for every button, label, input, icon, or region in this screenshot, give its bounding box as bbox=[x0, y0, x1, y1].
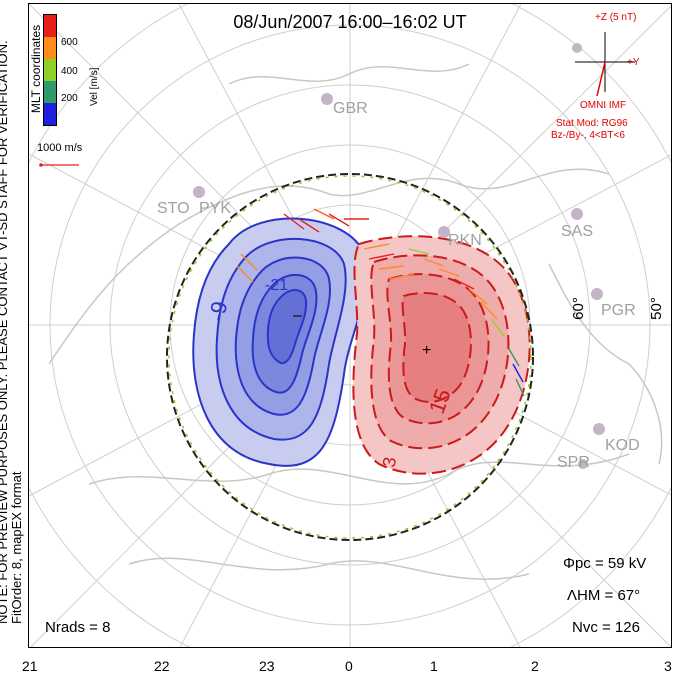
mlt-tick-1: 1 bbox=[430, 658, 438, 674]
potential-max-marker: + bbox=[422, 342, 431, 359]
vector-scale-label: 1000 m/s bbox=[37, 142, 83, 154]
radar-site-markers bbox=[193, 43, 605, 469]
velocity-colorbar bbox=[43, 14, 57, 126]
latitude-label-60: 60° bbox=[569, 297, 587, 320]
stat-phi-pc: Φpc = 59 kV bbox=[563, 555, 647, 572]
map-panel: -21 -9 – 15 3 + bbox=[28, 3, 672, 648]
mlt-tick-2: 2 bbox=[531, 658, 539, 674]
latitude-label-50: 50° bbox=[647, 297, 665, 320]
mlt-tick-22: 22 bbox=[154, 658, 170, 674]
site-kod: KOD bbox=[605, 437, 640, 454]
imf-vector bbox=[596, 61, 606, 97]
negative-cell: -21 -9 – bbox=[192, 217, 368, 467]
mlt-tick-21: 21 bbox=[22, 658, 38, 674]
coastlines bbox=[48, 63, 663, 580]
positive-cell: 15 3 + bbox=[352, 235, 531, 475]
stat-lambda-hm: ΛHM = 67° bbox=[567, 587, 641, 604]
imf-z-label: +Z (5 nT) bbox=[595, 12, 637, 23]
site-spr: SPR bbox=[557, 454, 590, 471]
preview-note-line2: FitOrder: 8, mapEX format bbox=[9, 471, 24, 624]
heppner-maynard-boundary bbox=[166, 173, 534, 541]
contour-label-pos-3: 3 bbox=[379, 455, 400, 468]
imf-source: OMNI IMF bbox=[580, 100, 627, 111]
site-pgr: PGR bbox=[601, 302, 636, 319]
potential-min-marker: – bbox=[293, 307, 302, 324]
colorbar-tick-400: 400 bbox=[61, 66, 78, 77]
site-sas: SAS bbox=[561, 223, 594, 240]
mlt-tick-23: 23 bbox=[259, 658, 275, 674]
colorbar-tick-600: 600 bbox=[61, 37, 78, 48]
site-rkn: RKN bbox=[448, 232, 482, 249]
site-sto: STO bbox=[157, 200, 190, 217]
contour-label-neg-9: -9 bbox=[204, 299, 232, 323]
imf-model-line2: Bz-/By-, 4<BT<6 bbox=[551, 130, 625, 141]
imf-model-line1: Stat Mod: RG96 bbox=[556, 118, 628, 129]
stat-n-rads: Nrads = 8 bbox=[45, 619, 111, 636]
coordinates-label: MLT coordinates bbox=[29, 24, 43, 114]
imf-y-label: +Y bbox=[627, 57, 640, 68]
mlt-tick-3: 3 bbox=[664, 658, 672, 674]
boundary-vectors bbox=[168, 175, 532, 539]
mlt-tick-0: 0 bbox=[345, 658, 353, 674]
convection-map: -21 -9 – 15 3 + bbox=[29, 4, 671, 647]
velocity-vectors bbox=[236, 208, 525, 397]
contour-label-neg-21: -21 bbox=[265, 277, 288, 294]
stat-n-vc: Nvc = 126 bbox=[572, 619, 640, 636]
preview-note: NOTE: FOR PREVIEW PURPOSES ONLY. PLEASE … bbox=[0, 4, 24, 624]
colorbar-title: Vel [m/s] bbox=[89, 67, 100, 106]
colorbar-tick-200: 200 bbox=[61, 93, 78, 104]
site-gbr: GBR bbox=[333, 100, 368, 117]
site-pyk: PYK bbox=[199, 200, 232, 217]
map-title: 08/Jun/2007 16:00–16:02 UT bbox=[233, 12, 467, 32]
vector-scale-dot bbox=[39, 163, 43, 167]
